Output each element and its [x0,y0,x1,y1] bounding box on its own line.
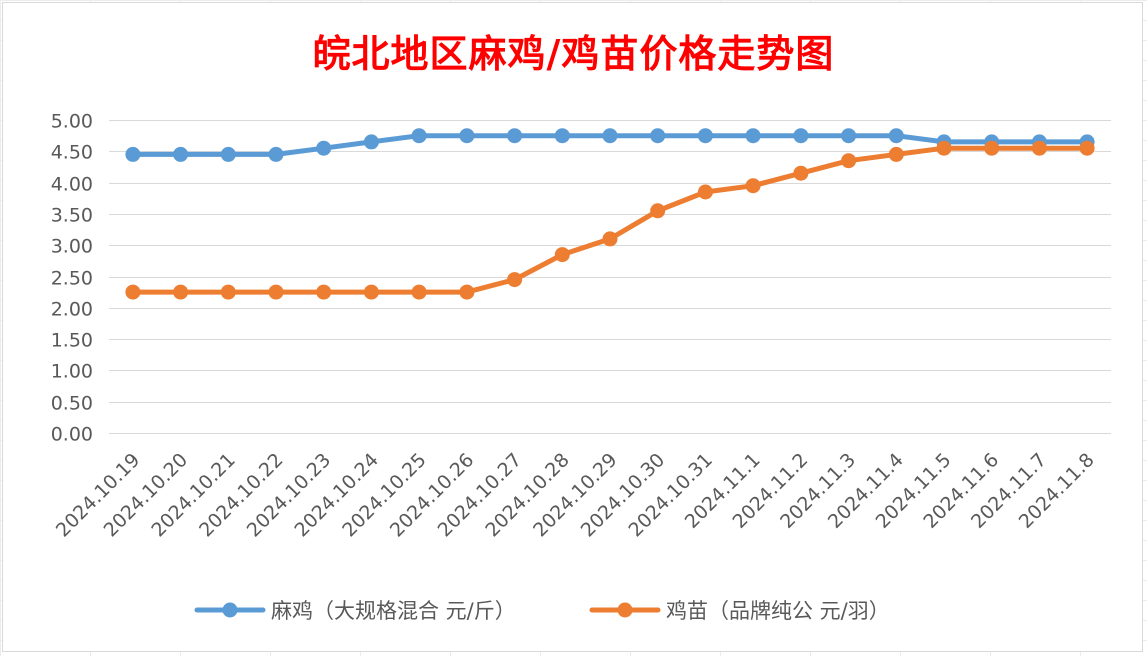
y-tick-label: 4.00 [51,174,93,196]
y-tick-label: 3.00 [51,236,93,258]
legend-marker [222,602,238,618]
series-0-point [697,128,713,144]
series-0-point [841,128,857,144]
y-tick-label: 3.50 [51,205,93,227]
series-0-point [173,146,189,162]
series-1-point [650,203,666,219]
series-1-point [268,284,284,300]
legend-marker [617,602,633,618]
legend-entry-0[interactable]: 麻鸡（大规格混合 元/斤） [194,599,516,623]
series-1-point [363,284,379,300]
series-1-point [125,284,141,300]
series-0-point [602,128,618,144]
series-1-point [602,231,618,247]
series-1-point [459,284,475,300]
series-0-point [507,128,523,144]
line-chart: 0.00 0.50 1.00 1.50 2.00 2.50 3.00 3.50 4.00 4.50… [51,111,1111,623]
series-0-point [745,128,761,144]
chart-title: 皖北地区麻鸡/鸡苗价格走势图 [312,32,835,76]
series-1-point [841,153,857,169]
series-0-point [268,146,284,162]
series-0-point [125,146,141,162]
series-0-point [316,140,332,156]
series-1-point [793,165,809,181]
y-tick-label: 1.50 [51,330,93,352]
series-0-point [793,128,809,144]
series-0-point [888,128,904,144]
series-0-point [554,128,570,144]
y-tick-label: 4.50 [51,142,93,164]
legend-label: 鸡苗（品牌纯公 元/羽） [666,599,890,623]
series-0-point [363,134,379,150]
legend-entry-1[interactable]: 鸡苗（品牌纯公 元/羽） [589,599,890,623]
series-1-point [220,284,236,300]
series-line-1 [130,145,1090,295]
series-1-point [507,272,523,288]
series-1-point [1079,140,1095,156]
series-1-point [888,146,904,162]
legend-label: 麻鸡（大规格混合 元/斤） [271,599,516,623]
y-tick-label: 2.50 [51,268,93,290]
series-0-point [459,128,475,144]
y-tick-label: 0.00 [51,424,93,446]
series-1-point [173,284,189,300]
series-0-point [220,146,236,162]
series-1-point [936,140,952,156]
y-tick-label: 5.00 [51,111,93,133]
series-1-point [411,284,427,300]
y-tick-label: 0.50 [51,393,93,415]
y-tick-label: 2.00 [51,299,93,321]
series-1-point [316,284,332,300]
series-0-point [650,128,666,144]
series-1-point [697,184,713,200]
series-1-point [984,140,1000,156]
series-1-point [1031,140,1047,156]
y-tick-label: 1.00 [51,361,93,383]
series-1-point [554,247,570,263]
series-1-point [745,178,761,194]
series-0-point [411,128,427,144]
